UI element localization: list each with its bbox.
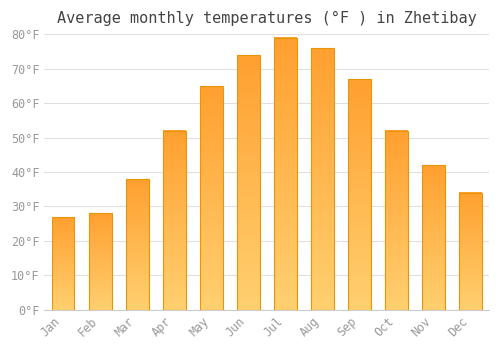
Bar bbox=[422, 165, 445, 310]
Bar bbox=[236, 55, 260, 310]
Bar bbox=[274, 38, 296, 310]
Title: Average monthly temperatures (°F ) in Zhetibay: Average monthly temperatures (°F ) in Zh… bbox=[57, 11, 476, 26]
Bar bbox=[162, 131, 186, 310]
Bar bbox=[311, 48, 334, 310]
Bar bbox=[348, 79, 370, 310]
Bar bbox=[88, 213, 112, 310]
Bar bbox=[126, 179, 148, 310]
Bar bbox=[200, 86, 222, 310]
Bar bbox=[52, 217, 74, 310]
Bar bbox=[385, 131, 408, 310]
Bar bbox=[459, 193, 482, 310]
